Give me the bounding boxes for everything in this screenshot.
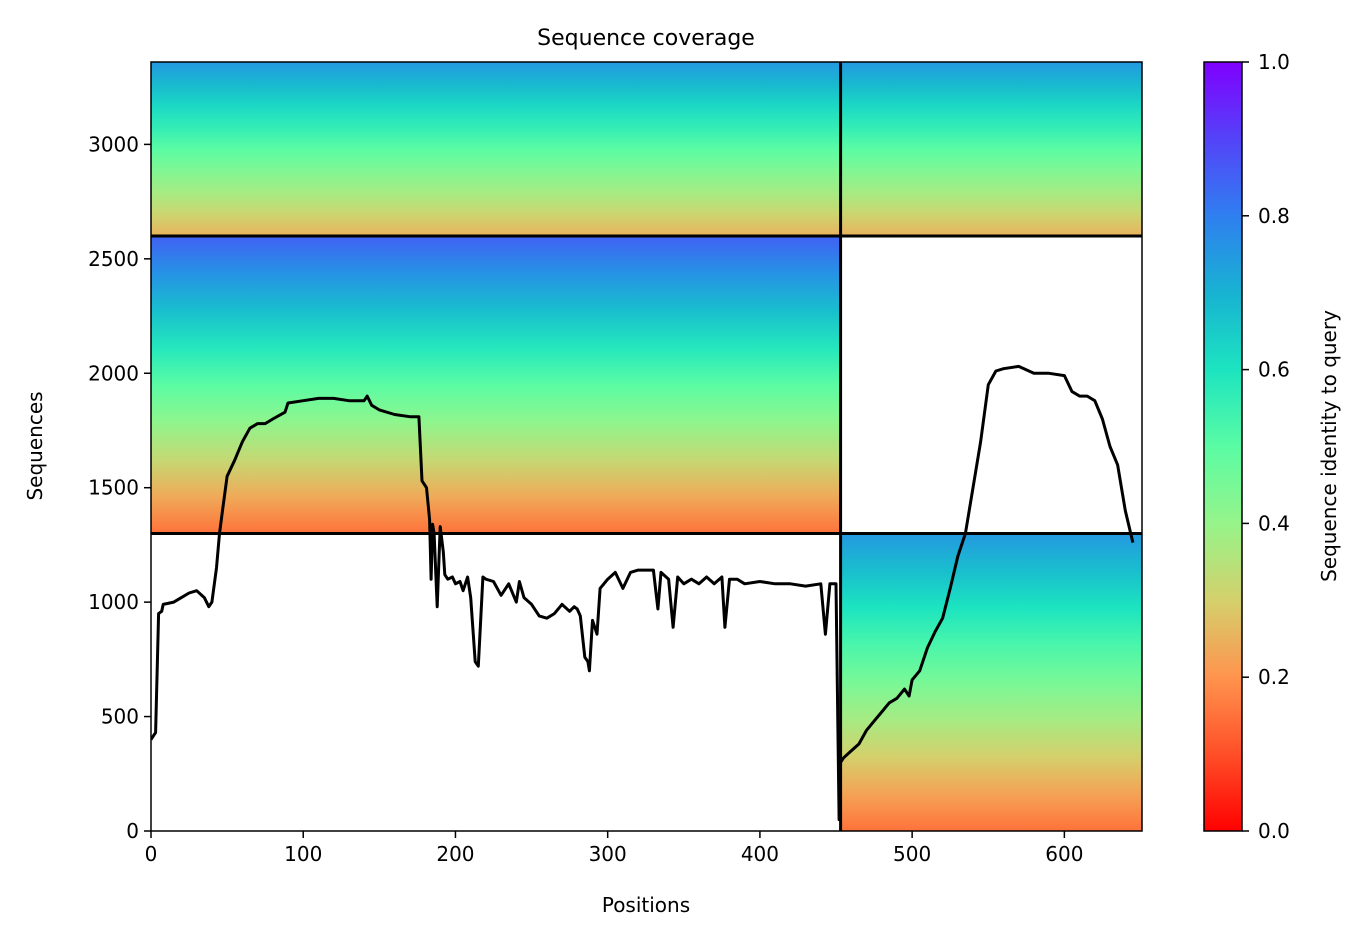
x-axis-label: Positions	[602, 893, 690, 917]
y-tick-label: 500	[101, 705, 139, 729]
x-tick-label: 0	[145, 842, 158, 866]
y-tick-label: 2000	[88, 361, 139, 385]
colorbar-tick-label: 0.6	[1258, 358, 1290, 382]
plot-frame	[150, 61, 1143, 832]
y-axis-ticks: 0 500 1000 1500 2000 2500 3000	[88, 132, 151, 843]
colorbar-tick-label: 0.8	[1258, 204, 1290, 228]
identity-blocks	[151, 62, 1142, 831]
identity-block	[840, 533, 1142, 831]
colorbar-gradient	[1203, 61, 1243, 832]
colorbar-tick-label: 0.4	[1258, 511, 1290, 535]
x-tick-label: 300	[589, 842, 627, 866]
colorbar-tick-label: 0.2	[1258, 665, 1290, 689]
colorbar: 0.0 0.2 0.4 0.6 0.8 1.0 Sequence identity to …	[1203, 50, 1341, 843]
colorbar-tick-label: 0.0	[1258, 819, 1290, 843]
y-tick-label: 1500	[88, 476, 139, 500]
colorbar-label: Sequence identity to query	[1317, 310, 1341, 582]
x-tick-label: 100	[284, 842, 322, 866]
x-tick-label: 400	[741, 842, 779, 866]
x-tick-label: 600	[1045, 842, 1083, 866]
y-tick-label: 3000	[88, 132, 139, 156]
y-tick-label: 2500	[88, 247, 139, 271]
coverage-line	[151, 364, 1135, 822]
chain-boundaries	[151, 62, 1142, 831]
colorbar-ticks: 0.0 0.2 0.4 0.6 0.8 1.0	[1242, 50, 1290, 843]
identity-block	[151, 62, 841, 236]
identity-block	[840, 62, 1142, 236]
chart-title: Sequence coverage	[537, 26, 755, 51]
y-axis-label: Sequences	[23, 391, 47, 500]
x-tick-label: 500	[893, 842, 931, 866]
y-tick-label: 0	[126, 819, 139, 843]
identity-block	[151, 235, 841, 534]
x-axis-ticks: 0 100 200 300 400 500 600	[145, 831, 1083, 866]
colorbar-tick-label: 1.0	[1258, 50, 1290, 74]
x-tick-label: 200	[436, 842, 474, 866]
y-tick-label: 1000	[88, 590, 139, 614]
